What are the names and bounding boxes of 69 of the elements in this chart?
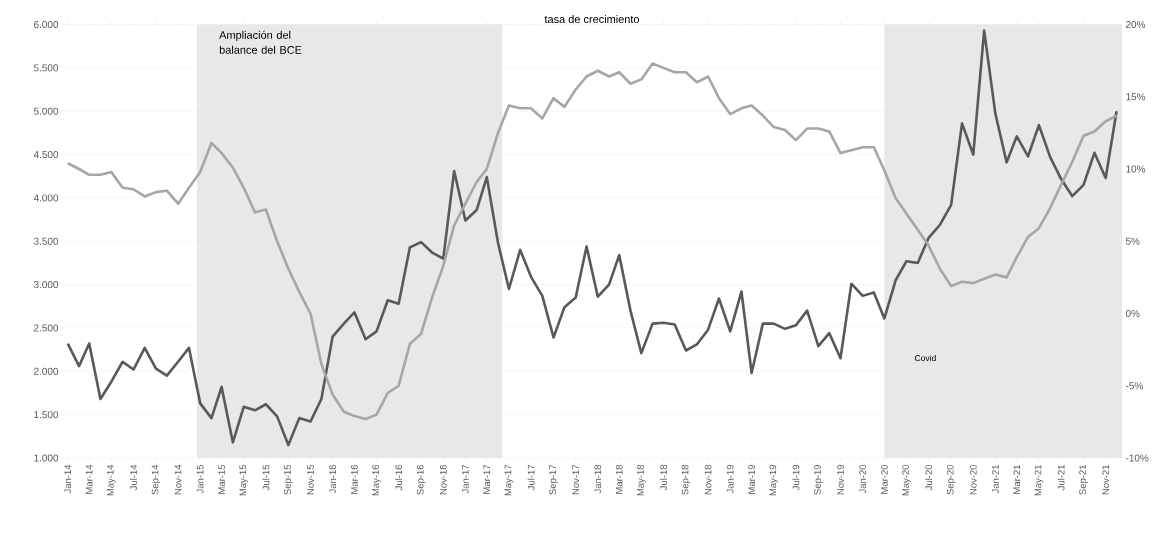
x-tick-label: May-20 — [902, 464, 911, 496]
x-tick-label: Jan-14 — [64, 464, 72, 494]
x-tick-label: May-14 — [107, 464, 116, 496]
x-tick-label: Nov-21 — [1102, 464, 1110, 495]
y2-tick-label: 5% — [1125, 237, 1140, 245]
x-tick-label: Nov-19 — [837, 464, 844, 495]
x-tick-label: May-17 — [504, 464, 514, 496]
x-tick-label: May-16 — [372, 464, 381, 496]
y-tick-label: 4.500 — [33, 151, 59, 159]
x-tick-label: Jul-14 — [129, 464, 137, 491]
x-tick-label: Mar-17 — [483, 464, 491, 494]
y2-tick-label: 15% — [1126, 93, 1146, 101]
x-tick-label: Jan-16 — [329, 464, 336, 494]
y-tick-label: 6.000 — [34, 20, 59, 29]
x-tick-label: Sep-19 — [814, 464, 823, 495]
y-tick-label: 2.000 — [34, 367, 59, 375]
x-tick-label: Nov-14 — [174, 464, 182, 495]
x-tick-label: Mar-21 — [1013, 464, 1021, 494]
x-tick-label: Jan-20 — [859, 464, 866, 494]
x-tick-label: May-15 — [239, 464, 248, 496]
x-tick-label: Sep-15 — [284, 464, 293, 495]
y-tick-label: 1.500 — [34, 411, 59, 419]
x-tick-label: Mar-16 — [351, 464, 358, 494]
x-tick-label: Sep-21 — [1079, 464, 1088, 495]
x-tick-label: Nov-18 — [704, 464, 712, 495]
x-tick-label: Nov-16 — [439, 464, 447, 495]
x-tick-label: May-21 — [1034, 464, 1044, 496]
y-tick-label: 1.000 — [34, 454, 59, 462]
y-tick-label: 3.000 — [33, 281, 59, 289]
y-tick-label: 2.500 — [34, 324, 59, 332]
x-tick-label: May-18 — [637, 464, 646, 496]
x-tick-label: Mar-19 — [748, 464, 755, 494]
y2-tick-label: 20% — [1126, 20, 1146, 29]
x-tick-label: Jan-18 — [594, 464, 602, 494]
x-tick-label: Mar-14 — [85, 464, 93, 494]
y2-tick-label: 10% — [1126, 165, 1146, 173]
chart-title: tasa de crecimiento — [544, 15, 640, 24]
y-tick-label: 5.500 — [33, 64, 59, 72]
y2-tick-label: -5% — [1125, 382, 1143, 390]
x-tick-label: Mar-20 — [881, 464, 888, 494]
y-tick-label: 4.000 — [33, 194, 59, 202]
x-tick-label: Nov-17 — [572, 464, 579, 495]
x-tick-label: Sep-17 — [549, 464, 558, 495]
x-tick-label: Mar-15 — [218, 464, 225, 494]
x-tick-label: Nov-15 — [307, 464, 314, 495]
x-tick-label: Jan-19 — [726, 464, 734, 494]
x-tick-label: Jul-15 — [262, 464, 270, 491]
x-tick-label: Jul-17 — [527, 464, 535, 491]
x-tick-label: Jan-21 — [992, 464, 999, 494]
x-tick-label: Sep-16 — [416, 464, 426, 495]
band-label: Covid — [915, 354, 936, 362]
y2-tick-label: -10% — [1125, 454, 1149, 462]
x-tick-label: Jul-21 — [1057, 464, 1065, 491]
x-tick-label: Jul-20 — [925, 464, 933, 491]
x-tick-label: Sep-18 — [681, 464, 691, 495]
x-tick-label: May-19 — [769, 464, 779, 496]
x-tick-label: Nov-20 — [969, 464, 977, 495]
x-tick-label: Jan-15 — [196, 464, 204, 494]
y-tick-label: 3.500 — [33, 237, 59, 245]
y2-tick-label: 0% — [1125, 309, 1140, 318]
x-tick-label: Mar-18 — [615, 464, 623, 494]
x-tick-label: Jul-18 — [659, 464, 667, 491]
y-tick-label: 5.000 — [33, 107, 59, 115]
band-label: Ampliación del balance del BCE — [219, 30, 302, 54]
x-tick-label: Jul-19 — [792, 464, 800, 491]
x-tick-label: Jul-16 — [395, 464, 403, 491]
x-tick-label: Sep-20 — [946, 464, 956, 495]
x-tick-label: Jan-17 — [462, 464, 469, 494]
x-tick-label: Sep-14 — [151, 464, 161, 495]
